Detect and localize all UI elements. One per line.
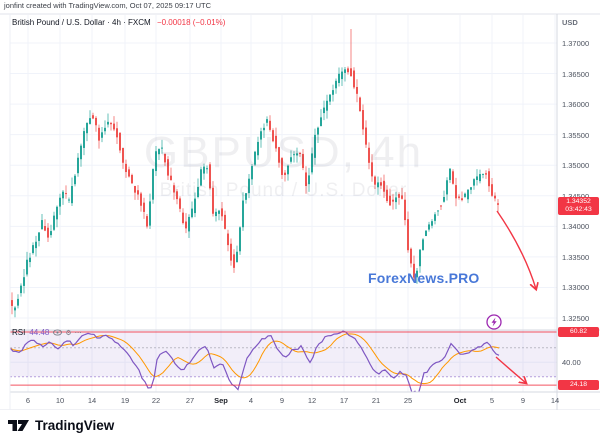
time-tick-label: 14 [550,396,560,405]
time-tick-label: 14 [87,396,97,405]
more-icon[interactable]: ⋯ [74,329,82,337]
footer-bar: TradingView [0,410,600,441]
candlestick-series [11,28,499,318]
time-tick-label: Sep [214,396,228,405]
price-change: −0.00018 (−0.01%) [156,18,226,27]
time-tick-label: 12 [307,396,317,405]
time-tick-label: 6 [25,396,31,405]
time-tick-label: 27 [185,396,195,405]
time-tick-label: 9 [279,396,285,405]
rsi-series [10,330,500,392]
symbol-legend[interactable]: British Pound / U.S. Dollar · 4h · FXCM … [12,18,225,27]
time-tick-label: 5 [489,396,495,405]
time-tick-label: Oct [453,396,467,405]
grid-lines [10,15,557,392]
time-tick-label: 9 [520,396,526,405]
price-tick-label: 1.34500 [562,192,589,201]
currency-label: USD [562,18,578,27]
tradingview-logo-icon[interactable] [8,418,29,433]
price-tick-label: 1.35500 [562,130,590,140]
time-tick-label: 10 [55,396,65,405]
price-tick-label: 1.33500 [562,252,590,262]
forexnews-watermark: ForexNews.PRO [368,270,480,286]
forecast-arrow-main[interactable] [496,210,536,289]
price-tick-label: 1.34000 [562,222,590,232]
last-price-badge: 1.34352 03:42:43 [558,197,599,215]
time-tick-label: 19 [120,396,130,405]
eye-icon[interactable] [53,329,63,336]
candle-countdown: 03:42:43 [565,206,592,213]
last-price-value: 1.34352 [566,198,591,205]
price-tick-label: 1.36500 [562,69,590,79]
rsi-tick-label: 40.00 [562,358,581,367]
price-tick-label: 1.32500 [562,313,590,323]
flash-circle-icon[interactable] [486,314,502,330]
rsi-lower-level-badge: 24.18 [558,380,599,390]
brand-name[interactable]: TradingView [35,418,115,433]
rsi-legend[interactable]: RSI 44.48 ⚙ ⋯ [12,328,82,337]
rsi-upper-level-badge: 60.82 [558,327,599,337]
rsi-title: RSI [12,328,26,337]
forecast-arrow-rsi[interactable] [495,356,526,383]
time-tick-label: 25 [403,396,413,405]
settings-icon[interactable]: ⚙ [65,329,72,337]
price-tick-label: 1.33000 [562,283,590,293]
time-tick-label: 17 [339,396,349,405]
rsi-level-lines [10,331,557,386]
attribution-text: jonfint created with TradingView.com, Oc… [4,1,212,10]
rsi-value: 44.48 [29,328,50,337]
price-tick-label: 1.37000 [562,39,590,48]
rsi-band [10,330,557,378]
price-tick-label: 1.35000 [562,161,590,171]
price-tick-label: 1.36000 [562,100,590,110]
time-tick-label: 22 [151,396,161,405]
symbol-title: British Pound / U.S. Dollar · 4h · FXCM [12,18,151,27]
time-tick-label: 21 [371,396,381,405]
time-tick-label: 4 [248,396,254,405]
